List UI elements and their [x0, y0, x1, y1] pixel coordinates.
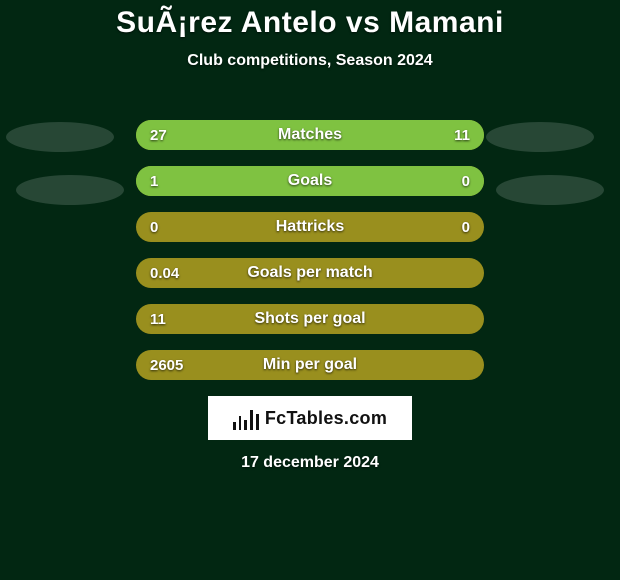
ellipse-placeholder — [496, 175, 604, 205]
page-title: SuÃ¡rez Antelo vs Mamani — [0, 0, 620, 40]
footer-date: 17 december 2024 — [0, 454, 620, 472]
stat-row: 0.04Goals per match — [136, 258, 484, 288]
page-subtitle: Club competitions, Season 2024 — [0, 52, 620, 70]
ellipse-placeholder — [16, 175, 124, 205]
logo-text: FcTables.com — [265, 408, 387, 429]
stats-container: 2711Matches 10Goals 00Hattricks 0.04Goals p… — [136, 120, 484, 380]
stat-label: Min per goal — [136, 350, 484, 380]
stat-row: 00Hattricks — [136, 212, 484, 242]
stat-row: 2711Matches — [136, 120, 484, 150]
stat-label: Goals — [136, 166, 484, 196]
ellipse-placeholder — [486, 122, 594, 152]
stat-label: Hattricks — [136, 212, 484, 242]
bar-chart-icon — [233, 406, 259, 430]
ellipse-placeholder — [6, 122, 114, 152]
stat-label: Goals per match — [136, 258, 484, 288]
stat-row: 2605Min per goal — [136, 350, 484, 380]
fctables-logo: FcTables.com — [208, 396, 412, 440]
stat-row: 10Goals — [136, 166, 484, 196]
stat-label: Shots per goal — [136, 304, 484, 334]
stat-label: Matches — [136, 120, 484, 150]
stat-row: 11Shots per goal — [136, 304, 484, 334]
